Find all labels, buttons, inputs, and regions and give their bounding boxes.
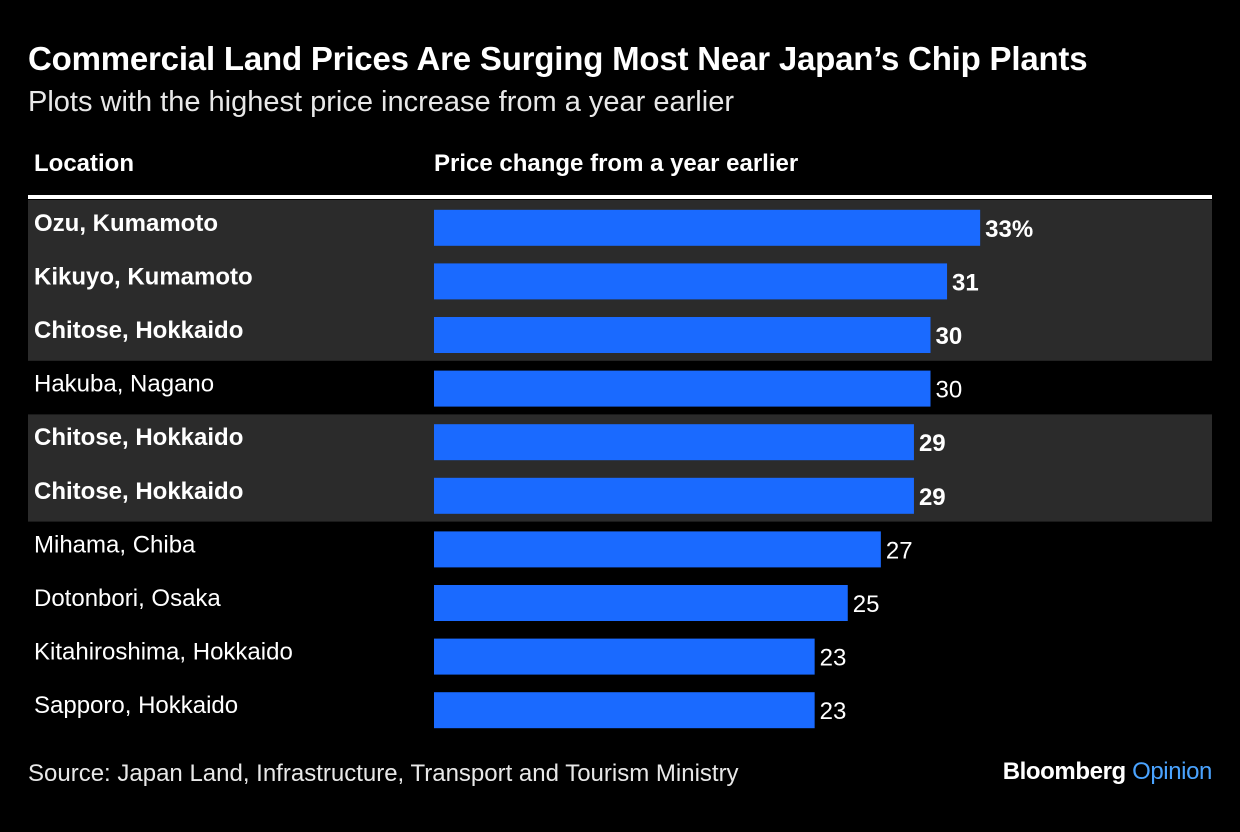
category-label: Kikuyo, Kumamoto [34,263,253,290]
value-label: 27 [886,537,913,564]
brand-name: Bloomberg [1002,758,1126,785]
value-label: 33% [985,216,1033,243]
value-label: 29 [919,430,946,457]
category-label: Chitose, Hokkaido [34,478,243,505]
category-label: Mihama, Chiba [34,531,196,558]
bar [434,209,981,246]
column-header-price-change: Price change from a year earlier [434,150,799,177]
value-label: 25 [853,591,880,618]
value-label: 30 [936,377,963,404]
bar [434,317,931,353]
bar [434,692,815,729]
category-label: Sapporo, Hokkaido [34,692,238,719]
chart-subtitle: Plots with the highest price increase fr… [28,86,734,118]
header-rule [28,195,1212,199]
bar [434,477,914,514]
bar [434,263,948,300]
bar [434,638,815,675]
bar [434,531,881,568]
category-label: Chitose, Hokkaido [34,424,243,451]
category-label: Chitose, Hokkaido [34,317,243,344]
brand-suffix: Opinion [1132,758,1212,785]
value-label: 29 [919,484,946,511]
bar [434,424,914,461]
bar [434,585,848,621]
column-header-location: Location [34,150,134,177]
bar [434,370,931,407]
category-label: Dotonbori, Osaka [34,585,221,612]
source-note: Source: Japan Land, Infrastructure, Tran… [28,760,739,787]
category-label: Ozu, Kumamoto [34,210,218,237]
category-label: Hakuba, Nagano [34,371,214,398]
value-label: 23 [820,698,847,725]
chart-title: Commercial Land Prices Are Surging Most … [28,40,1088,77]
value-label: 30 [936,323,963,350]
value-label: 23 [820,645,847,672]
brand-logo: Bloomberg Opinion [1002,758,1213,786]
category-label: Kitahiroshima, Hokkaido [34,639,293,666]
value-label: 31 [952,269,979,296]
